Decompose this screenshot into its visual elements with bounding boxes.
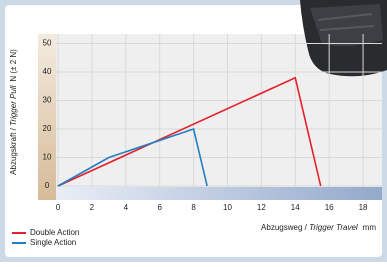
- y-tick-label: 20: [43, 124, 52, 133]
- x-tick-label: 10: [223, 203, 232, 212]
- y-tick-label: 0: [45, 181, 50, 190]
- y-tick-label: 40: [43, 67, 52, 76]
- x-label-unit: mm: [363, 223, 377, 232]
- x-tick-label: 16: [325, 203, 334, 212]
- x-tick-label: 0: [56, 203, 61, 212]
- x-tick-label: 18: [359, 203, 368, 212]
- legend-label: Single Action: [30, 238, 76, 247]
- y-tick-label: 30: [43, 96, 52, 105]
- x-tick-label: 8: [191, 203, 196, 212]
- y-axis-band: [38, 34, 56, 200]
- y-label-italic: Trigger Pull: [9, 85, 18, 126]
- y-label-text: Abzugskraft /: [9, 126, 18, 175]
- legend-label: Double Action: [30, 228, 79, 237]
- y-axis-title: Abzugskraft / Trigger Pull N (± 2 N): [9, 49, 18, 175]
- x-tick-label: 14: [291, 203, 300, 212]
- x-tick-label: 4: [124, 203, 129, 212]
- y-label-unit: N (± 2 N): [9, 49, 18, 82]
- x-axis-band: [56, 187, 382, 200]
- x-tick-label: 6: [157, 203, 162, 212]
- x-label-italic: Trigger Travel: [309, 223, 358, 232]
- chart: Abzugskraft / Trigger Pull N (± 2 N) Abzu…: [0, 0, 387, 262]
- x-label-text: Abzugsweg /: [261, 223, 309, 232]
- x-tick-label: 12: [257, 203, 266, 212]
- y-tick-label: 50: [43, 39, 52, 48]
- y-tick-label: 10: [43, 153, 52, 162]
- x-tick-label: 2: [90, 203, 95, 212]
